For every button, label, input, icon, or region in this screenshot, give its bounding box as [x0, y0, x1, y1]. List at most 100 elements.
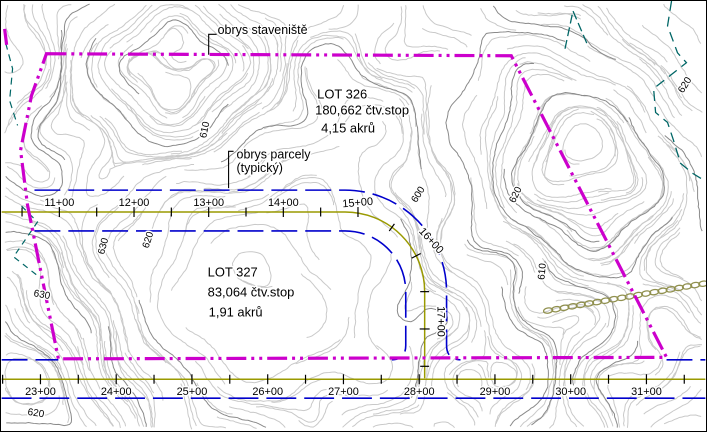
contour-line	[213, 40, 299, 153]
treeline-chain-link	[698, 280, 706, 287]
contour-line	[276, 5, 345, 105]
contour-line	[164, 27, 187, 64]
contour-line	[17, 273, 114, 427]
contour-line	[170, 212, 258, 291]
contour-line	[117, 206, 147, 242]
contour-elevation-label: 610	[536, 262, 548, 280]
contour-line	[515, 9, 581, 17]
contour-line	[513, 243, 605, 305]
contour-line	[71, 95, 125, 197]
contour-line	[80, 24, 109, 59]
station-label: 26+00	[252, 386, 283, 398]
contour-line	[51, 250, 136, 419]
contour-line	[608, 359, 662, 377]
treeline-chain-link	[657, 287, 668, 295]
station-label: 31+00	[631, 386, 662, 398]
contour-line	[103, 354, 131, 402]
treeline-chain-link	[542, 307, 554, 314]
contour-line	[564, 5, 609, 36]
contour-line	[97, 4, 194, 141]
contour-line	[389, 127, 421, 249]
contour-line	[494, 363, 536, 427]
contour-line	[111, 72, 249, 134]
contour-line	[180, 383, 193, 430]
contour-line	[135, 318, 197, 427]
contour-line	[117, 44, 168, 119]
contour-line	[179, 12, 237, 64]
index-contour-line	[664, 135, 703, 232]
contour-line	[266, 63, 288, 113]
treeline-chain-link	[632, 291, 644, 299]
contour-line	[367, 253, 392, 351]
contour-line	[659, 232, 684, 280]
contour-line	[127, 52, 215, 115]
contour-line	[650, 388, 702, 428]
contour-line	[16, 4, 47, 104]
contour-line	[416, 224, 482, 327]
contour-line	[6, 165, 56, 189]
contour-line	[176, 158, 267, 186]
stream-line	[5, 42, 19, 126]
contour-line	[494, 68, 573, 209]
contour-line	[95, 198, 167, 364]
contour-line	[589, 305, 635, 427]
treeline-chain-link	[608, 295, 619, 303]
contour-line	[149, 194, 226, 303]
contour-line	[554, 289, 611, 328]
contour-line	[433, 248, 523, 415]
contour-line	[237, 4, 288, 110]
contour-line	[607, 384, 620, 428]
index-contour-line	[503, 117, 665, 252]
treeline-chain-link	[640, 290, 652, 297]
contour-line	[62, 235, 154, 428]
station-label: 14+00	[268, 197, 299, 209]
contour-line	[264, 17, 283, 72]
contour-line	[310, 30, 383, 80]
contour-line	[68, 320, 91, 372]
contour-line	[667, 144, 691, 182]
contour-line	[4, 68, 50, 134]
contour-line	[271, 379, 322, 403]
treeline-chain-link	[559, 304, 570, 312]
contour-line	[196, 382, 233, 415]
contour-elevation-label: 600	[410, 184, 428, 204]
contour-line	[477, 33, 591, 81]
contour-line	[523, 286, 595, 314]
contour-line	[536, 215, 654, 260]
contour-line	[588, 97, 669, 262]
contour-line	[300, 273, 328, 339]
contour-line	[390, 98, 453, 294]
contour-line	[23, 225, 129, 403]
contour-line	[433, 421, 455, 429]
contour-line	[25, 290, 115, 427]
station-label: 25+00	[177, 386, 208, 398]
contour-line	[77, 346, 121, 429]
lot-326-area: 180,662 čtv.stop	[315, 102, 409, 117]
contour-line	[642, 283, 702, 324]
index-contour-line	[4, 321, 73, 427]
contour-line	[36, 346, 87, 428]
stream-lines	[5, 1, 706, 280]
contour-line	[5, 304, 62, 370]
contour-line	[231, 251, 273, 289]
index-contour-line	[466, 239, 558, 426]
contour-line	[587, 45, 703, 157]
contour-line	[582, 4, 666, 84]
contour-line	[372, 422, 414, 429]
site-boundary	[3, 28, 670, 361]
contour-line	[4, 240, 83, 340]
site-boundary-stub	[3, 28, 9, 45]
contour-line	[443, 358, 479, 418]
contour-line	[4, 357, 50, 406]
contour-line	[104, 50, 206, 126]
contour-line	[645, 220, 682, 293]
contour-line	[420, 113, 447, 198]
index-contour-line	[118, 19, 229, 95]
contour-line	[421, 28, 468, 48]
contour-line	[337, 59, 410, 106]
contour-line	[82, 337, 127, 427]
stream-line	[652, 1, 706, 182]
contour-line	[502, 220, 589, 287]
index-contour-line	[445, 31, 566, 294]
